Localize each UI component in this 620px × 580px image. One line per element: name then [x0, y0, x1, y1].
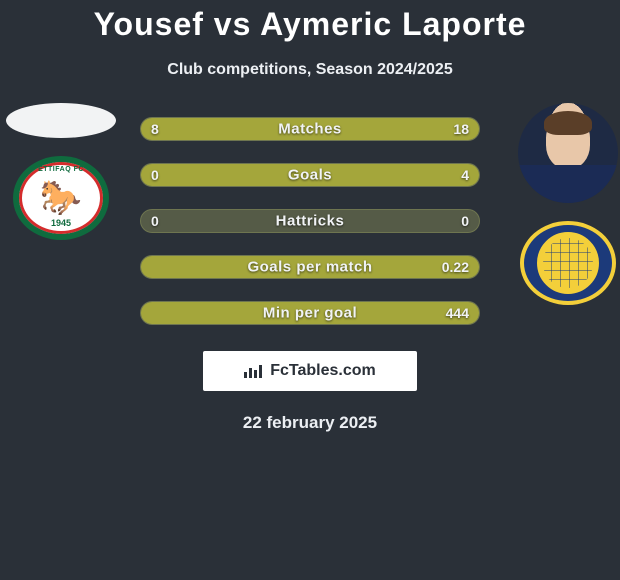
globe-icon — [543, 238, 593, 288]
stat-row: Min per goal444 — [140, 301, 480, 325]
stat-value-left: 0 — [151, 167, 159, 183]
bar-chart-icon — [244, 365, 262, 378]
stat-row: Matches8 18 — [140, 117, 480, 141]
stat-label: Goals per match — [141, 259, 479, 276]
horse-icon: 🐎 — [40, 181, 82, 215]
club-crest-left: ETTIFAQ FC 🐎 1945 — [13, 156, 109, 240]
stat-value-left: 8 — [151, 121, 159, 137]
jersey — [518, 165, 618, 203]
player-avatar-right — [518, 103, 618, 203]
stat-value-right: 0.22 — [442, 259, 469, 275]
comparison-bars: Matches818Goals04Hattricks00Goals per ma… — [140, 117, 480, 325]
page-title: Yousef vs Aymeric Laporte — [94, 6, 527, 43]
comparison-card: Yousef vs Aymeric Laporte Club competiti… — [0, 0, 620, 433]
page-subtitle: Club competitions, Season 2024/2025 — [167, 61, 452, 79]
comparison-body: ETTIFAQ FC 🐎 1945 Matches818Goals04Hattr… — [0, 117, 620, 433]
stat-row: Goals per match0.22 — [140, 255, 480, 279]
stat-value-right: 444 — [446, 305, 469, 321]
club-crest-right — [520, 221, 616, 305]
stat-value-left: 0 — [151, 213, 159, 229]
stat-value-right: 4 — [461, 167, 469, 183]
stat-label: Min per goal — [141, 305, 479, 322]
stat-label: Goals — [141, 167, 479, 184]
stat-label: Matches — [141, 121, 479, 138]
crest-year: 1945 — [51, 218, 71, 228]
site-label: FcTables.com — [270, 362, 376, 380]
right-player-column — [518, 103, 618, 305]
stat-label: Hattricks — [141, 213, 479, 230]
site-badge: FcTables.com — [203, 351, 417, 391]
stat-row: Goals0 4 — [140, 163, 480, 187]
stat-row: Hattricks0 0 — [140, 209, 480, 233]
stat-value-right: 0 — [461, 213, 469, 229]
player-avatar-left — [6, 103, 116, 138]
left-player-column: ETTIFAQ FC 🐎 1945 — [6, 103, 116, 240]
stat-value-right: 18 — [453, 121, 469, 137]
crest-text-top: ETTIFAQ FC — [38, 166, 84, 173]
date-text: 22 february 2025 — [0, 413, 620, 433]
